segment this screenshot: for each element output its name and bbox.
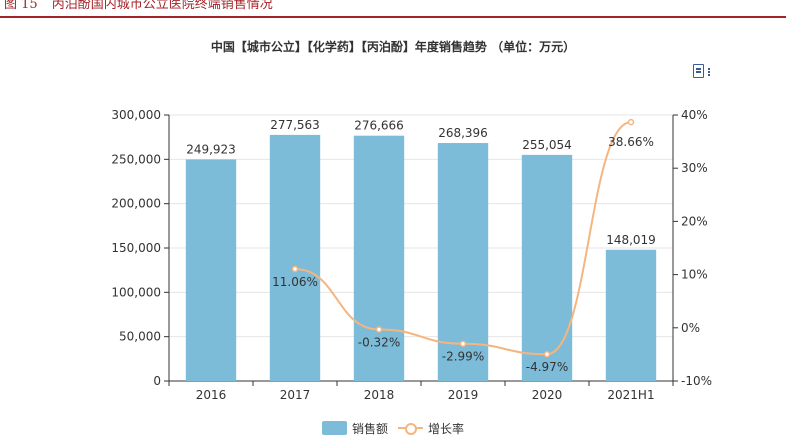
figure-caption-text: 丙泊酚国内城市公立医院终端销售情况 bbox=[51, 0, 273, 12]
legend-label-sales: 销售额 bbox=[351, 421, 388, 436]
y-right-tick-label: 0% bbox=[681, 321, 700, 335]
y-left-tick-label: 50,000 bbox=[119, 330, 161, 344]
line-swatch-icon bbox=[398, 421, 423, 435]
x-tick-label: 2021H1 bbox=[607, 388, 654, 402]
growth-rate-label: 38.66% bbox=[608, 135, 654, 149]
legend-item-sales[interactable]: 销售额 bbox=[321, 420, 388, 437]
growth-rate-point bbox=[543, 350, 551, 358]
document-icon[interactable] bbox=[693, 62, 715, 80]
bar-value-label: 268,396 bbox=[438, 126, 488, 140]
caption-rule bbox=[0, 16, 786, 18]
y-left-tick-label: 200,000 bbox=[111, 197, 161, 211]
bar-value-label: 148,019 bbox=[606, 233, 656, 247]
growth-rate-label: -2.99% bbox=[442, 350, 484, 364]
bar bbox=[521, 154, 573, 381]
x-tick-label: 2019 bbox=[448, 388, 479, 402]
bar bbox=[605, 249, 657, 381]
chart-title: 中国【城市公立】【化学药】【丙泊酚】年度销售趋势 （单位：万元） bbox=[210, 40, 576, 54]
y-left-tick-label: 0 bbox=[153, 374, 161, 388]
bar-value-label: 255,054 bbox=[522, 138, 572, 152]
y-left-tick-label: 250,000 bbox=[111, 152, 161, 166]
y-right-tick-label: -10% bbox=[681, 374, 712, 388]
bar bbox=[269, 134, 321, 381]
bar bbox=[185, 159, 237, 381]
growth-rate-label: -0.32% bbox=[358, 336, 400, 350]
bar-value-label: 249,923 bbox=[186, 142, 236, 156]
figure-caption: 图 15 丙泊酚国内城市公立医院终端销售情况 bbox=[4, 0, 273, 13]
growth-rate-point bbox=[459, 340, 467, 347]
x-tick-label: 2016 bbox=[196, 388, 227, 402]
chart-legend: 销售额 增长率 bbox=[0, 419, 786, 437]
y-right-tick-label: 10% bbox=[681, 268, 708, 282]
bar bbox=[353, 135, 405, 381]
growth-rate-point bbox=[291, 265, 299, 273]
y-right-tick-label: 30% bbox=[681, 161, 708, 175]
growth-rate-label: 11.06% bbox=[272, 275, 318, 289]
x-tick-label: 2017 bbox=[280, 388, 311, 402]
bar-value-label: 276,666 bbox=[354, 119, 404, 133]
y-left-tick-label: 150,000 bbox=[111, 241, 161, 255]
bar-value-label: 277,563 bbox=[270, 118, 320, 132]
y-left-tick-label: 100,000 bbox=[111, 285, 161, 299]
y-right-tick-label: 20% bbox=[681, 214, 708, 228]
legend-item-growth[interactable]: 增长率 bbox=[398, 420, 464, 437]
x-tick-label: 2018 bbox=[364, 388, 395, 402]
growth-rate-point bbox=[627, 118, 635, 126]
legend-label-growth: 增长率 bbox=[428, 421, 465, 436]
bar-swatch-icon bbox=[321, 421, 347, 435]
figure-number: 图 15 bbox=[4, 0, 38, 12]
y-right-tick-label: 40% bbox=[681, 108, 708, 122]
y-left-tick-label: 300,000 bbox=[111, 108, 161, 122]
x-tick-label: 2020 bbox=[532, 388, 563, 402]
growth-rate-label: -4.97% bbox=[526, 360, 568, 374]
growth-rate-point bbox=[375, 326, 383, 333]
growth-rate-line bbox=[294, 121, 632, 356]
